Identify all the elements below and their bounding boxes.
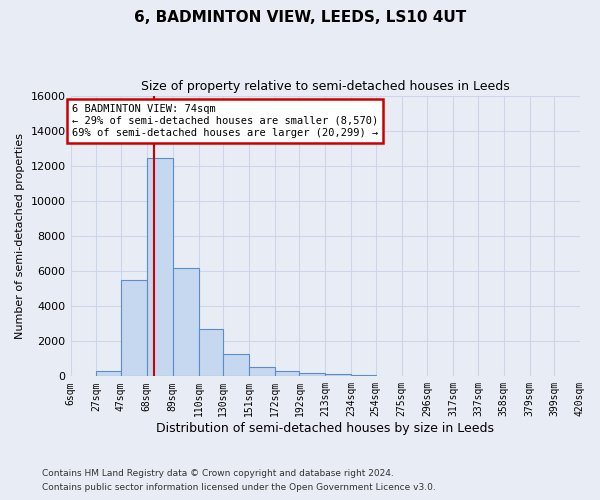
Bar bbox=[97, 371, 121, 376]
Bar bbox=[199, 329, 223, 376]
Text: Contains public sector information licensed under the Open Government Licence v3: Contains public sector information licen… bbox=[42, 484, 436, 492]
Text: Contains HM Land Registry data © Crown copyright and database right 2024.: Contains HM Land Registry data © Crown c… bbox=[42, 468, 394, 477]
Bar bbox=[351, 374, 376, 376]
Bar bbox=[147, 158, 173, 376]
Bar bbox=[299, 373, 325, 376]
Bar bbox=[173, 268, 199, 376]
Bar bbox=[325, 374, 351, 376]
Bar bbox=[249, 366, 275, 376]
Text: 6, BADMINTON VIEW, LEEDS, LS10 4UT: 6, BADMINTON VIEW, LEEDS, LS10 4UT bbox=[134, 10, 466, 25]
Text: 6 BADMINTON VIEW: 74sqm
← 29% of semi-detached houses are smaller (8,570)
69% of: 6 BADMINTON VIEW: 74sqm ← 29% of semi-de… bbox=[72, 104, 378, 138]
Y-axis label: Number of semi-detached properties: Number of semi-detached properties bbox=[15, 133, 25, 339]
Bar bbox=[223, 354, 249, 376]
Bar bbox=[275, 371, 299, 376]
X-axis label: Distribution of semi-detached houses by size in Leeds: Distribution of semi-detached houses by … bbox=[156, 422, 494, 435]
Bar bbox=[121, 280, 147, 376]
Title: Size of property relative to semi-detached houses in Leeds: Size of property relative to semi-detach… bbox=[141, 80, 509, 93]
